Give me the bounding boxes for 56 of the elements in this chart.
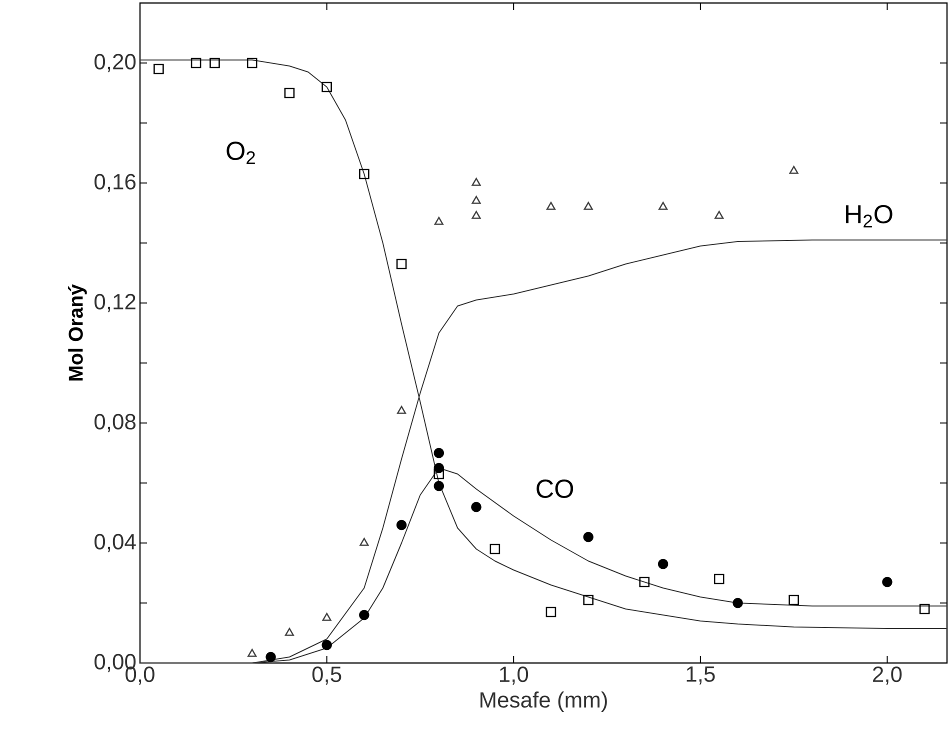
annotation: O$_{2}$ <box>226 142 255 164</box>
x-tick-label: 1,0 <box>500 666 528 685</box>
x-tick-label: 1,5 <box>686 666 715 684</box>
point <box>471 502 482 512</box>
point <box>583 532 594 542</box>
point <box>322 82 332 92</box>
point <box>434 462 444 474</box>
point <box>396 258 407 270</box>
point <box>658 202 668 210</box>
y-tick-label: 0,04 <box>94 534 136 552</box>
point <box>246 58 258 68</box>
point <box>434 448 444 458</box>
point <box>788 594 799 606</box>
point <box>546 202 556 210</box>
point <box>396 406 406 414</box>
point <box>639 576 650 588</box>
point <box>583 594 594 606</box>
point <box>322 612 332 621</box>
annotation: CO <box>536 480 574 498</box>
point <box>154 64 164 74</box>
point <box>248 648 257 657</box>
point <box>490 544 500 554</box>
y-axis-title: Mol Oraný <box>68 284 87 381</box>
point <box>322 640 332 650</box>
y-tick-label: 0,12 <box>94 294 136 312</box>
x-axis-title: Mesafe (mm) <box>480 692 607 712</box>
point <box>359 610 370 620</box>
point <box>546 606 556 618</box>
point <box>434 468 444 480</box>
point <box>210 58 220 68</box>
x-tick-label: 2,0 <box>873 666 902 685</box>
point <box>434 216 444 225</box>
point <box>266 652 276 662</box>
point <box>714 574 724 584</box>
annotation: H$_{2}$O <box>846 205 892 228</box>
point <box>919 604 930 614</box>
x-tick-label: 0,5 <box>312 666 342 685</box>
y-tick-label: 0,20 <box>94 54 136 72</box>
point <box>714 210 724 219</box>
point <box>359 168 370 180</box>
point <box>584 202 593 210</box>
point <box>732 598 743 608</box>
point <box>190 58 202 68</box>
point <box>472 210 481 219</box>
point <box>882 576 892 588</box>
point <box>396 520 407 530</box>
point <box>472 196 481 204</box>
point <box>658 558 668 570</box>
point <box>434 480 444 492</box>
y-tick-label: 0,08 <box>94 414 136 432</box>
point <box>360 538 369 546</box>
y-tick-label: 0,16 <box>94 174 136 192</box>
point <box>789 166 798 174</box>
point <box>284 628 294 636</box>
point <box>472 178 481 186</box>
point <box>284 88 295 98</box>
